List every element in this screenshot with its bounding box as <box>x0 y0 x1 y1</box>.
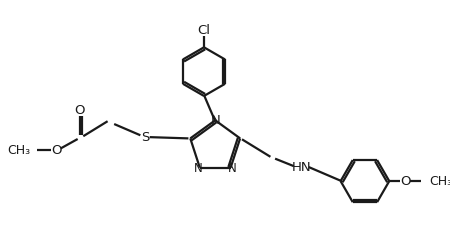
Text: CH₃: CH₃ <box>429 175 450 187</box>
Text: O: O <box>51 144 61 157</box>
Text: HN: HN <box>292 161 311 174</box>
Text: N: N <box>228 162 237 175</box>
Text: O: O <box>400 175 410 187</box>
Text: CH₃: CH₃ <box>7 144 30 157</box>
Text: Cl: Cl <box>198 24 211 37</box>
Text: S: S <box>141 131 149 144</box>
Text: N: N <box>194 162 202 175</box>
Text: O: O <box>74 104 85 118</box>
Text: N: N <box>210 114 220 127</box>
